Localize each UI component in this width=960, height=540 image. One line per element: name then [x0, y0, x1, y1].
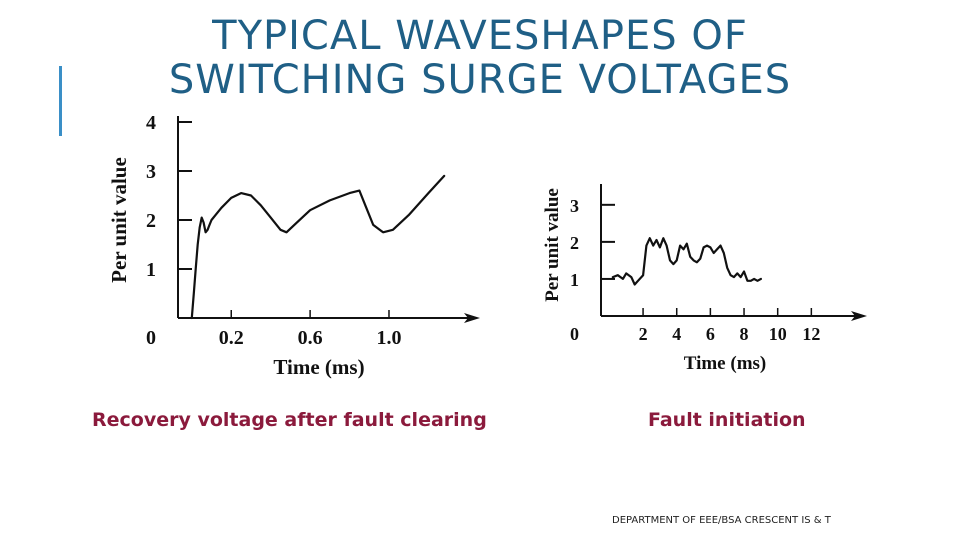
- x-tick-label: 8: [740, 324, 749, 344]
- y-tick-label: 2: [146, 210, 156, 232]
- y-tick-label: 3: [146, 161, 156, 183]
- footer-department: DEPARTMENT OF EEE/BSA CRESCENT IS & T: [612, 515, 831, 526]
- recovery-voltage-chart: 1 2 3 4 0.2 0.6 1.0 0 Time (ms) Per unit value: [107, 112, 480, 379]
- title-line-2: SWITCHING SURGE VOLTAGES: [168, 57, 792, 103]
- x-tick-label: 0.6: [298, 327, 323, 349]
- y-tick-label: 1: [146, 259, 156, 281]
- x-tick-label: 10: [769, 324, 787, 344]
- x-axis-arrow: [464, 313, 480, 323]
- x-tick-label: 6: [706, 324, 715, 344]
- x-tick-label: 12: [802, 324, 820, 344]
- origin-label: 0: [570, 324, 579, 344]
- y-tick-label: 4: [146, 112, 156, 134]
- origin-label: 0: [146, 327, 156, 349]
- slide-title: TYPICAL WAVESHAPES OF SWITCHING SURGE VO…: [100, 14, 860, 102]
- y-axis-label: Per unit value: [542, 188, 563, 302]
- x-tick-label: 0.2: [219, 327, 244, 349]
- accent-bar: [59, 66, 62, 136]
- caption-fault-initiation: Fault initiation: [648, 409, 806, 431]
- x-axis-label: Time (ms): [684, 353, 767, 374]
- x-axis-arrow: [851, 311, 867, 321]
- x-tick-label: 1.0: [376, 327, 401, 349]
- x-axis-label: Time (ms): [273, 355, 364, 379]
- y-tick-label: 2: [570, 233, 579, 253]
- y-axis-label: Per unit value: [107, 157, 131, 283]
- x-tick-label: 2: [639, 324, 648, 344]
- caption-recovery-voltage: Recovery voltage after fault clearing: [92, 409, 487, 431]
- title-line-1: TYPICAL WAVESHAPES OF: [212, 13, 748, 59]
- x-tick-label: 4: [672, 324, 681, 344]
- y-tick-label: 3: [570, 196, 579, 216]
- series-line-1: [190, 174, 446, 320]
- y-tick-label: 1: [570, 270, 579, 290]
- series-line-2: [611, 237, 762, 286]
